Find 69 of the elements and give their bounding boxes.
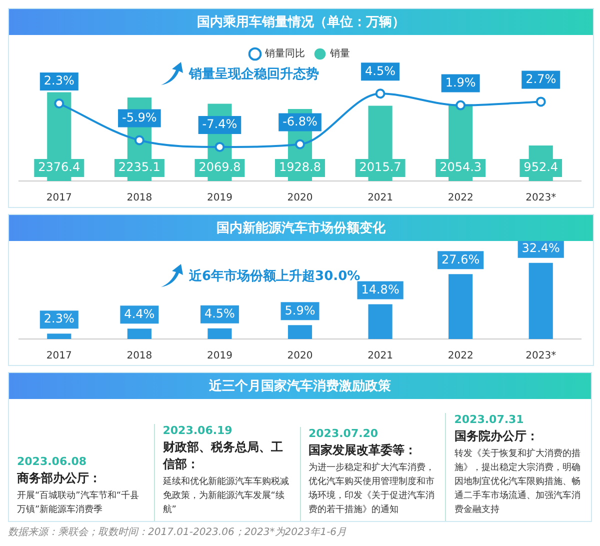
data-label: 32.4% <box>522 240 560 255</box>
x-tick-label: 2021 <box>368 192 394 204</box>
data-label: 14.8% <box>361 282 400 296</box>
x-tick-label: 2020 <box>287 192 313 204</box>
data-label: 952.4 <box>524 160 558 174</box>
data-label: 4.5% <box>204 306 235 321</box>
data-label: -6.8% <box>282 114 318 128</box>
data-label: 2069.8 <box>198 160 241 174</box>
legend-label: 销量 <box>329 48 350 60</box>
point <box>536 96 546 107</box>
data-label: 1928.8 <box>279 160 321 174</box>
bar <box>528 262 553 339</box>
data-label: 2.3% <box>44 312 74 326</box>
point <box>295 139 305 150</box>
text: 2023.07.20 <box>308 427 380 440</box>
x-tick-label: 2021 <box>368 350 394 362</box>
data-label: 5.9% <box>284 303 316 318</box>
text: 财政部、税务总局、工信部： <box>162 439 284 473</box>
data-label: 2.3% <box>44 74 74 88</box>
text: 国务院办公厅： <box>454 428 540 445</box>
data-label: 4.5% <box>365 64 396 78</box>
x-tick-label: 2020 <box>287 350 313 362</box>
x-tick-label: 2018 <box>126 350 152 362</box>
point <box>214 142 225 152</box>
x-tick-label: 2022 <box>448 350 474 362</box>
x-tick-label: 2017 <box>46 192 72 204</box>
x-tick-label: 2022 <box>448 192 474 204</box>
annotation: 近6年市场份额上升超30.0% <box>189 268 360 285</box>
text: 2023.06.08 <box>17 455 88 468</box>
data-label: 2.7% <box>526 72 556 86</box>
data-label: 2235.1 <box>118 160 160 174</box>
bar <box>47 334 72 339</box>
x-tick-label: 2018 <box>126 192 152 204</box>
chart-title: 国内乘用车销量情况（单位：万辆） <box>9 9 593 35</box>
text: 2023.06.19 <box>162 424 234 437</box>
point <box>54 98 64 108</box>
x-tick-label: 2023* <box>526 350 556 362</box>
data-label: 2376.4 <box>38 160 80 174</box>
text: 转发《关于恢复和扩大消费的措施》，提出稳定大宗消费，明确因地制宜优化汽车限购措施、畅通二手车市场流通、加强汽车消费金融支持 <box>454 448 582 517</box>
point <box>375 88 386 99</box>
source-note: 数据来源：乘联会；取数时间：2017.01-2023.06；2023*为2023年1-6月 <box>8 526 348 539</box>
x-tick-label: 2019 <box>206 192 232 204</box>
bar <box>127 328 152 339</box>
x-tick-label: 2019 <box>206 350 232 362</box>
chart-title: 国内新能源汽车市场份额变化 <box>9 215 593 241</box>
data-label: 2054.3 <box>440 160 482 174</box>
text: 销量呈现企稳回升态势 <box>189 66 319 83</box>
text: 延续和优化新能源汽车车购税减免政策，为新能源汽车发展“续航” <box>162 476 290 517</box>
data-label: -7.4% <box>202 117 238 132</box>
text: 国家发展改革委等： <box>308 442 418 459</box>
x-tick-label: 2017 <box>46 350 72 362</box>
text: 为进一步稳定和扩大汽车消费，优化汽车购买使用管理制度和市场环境，印发《关于促进汽车消费的若干措施》的通知 <box>308 462 436 517</box>
text: 2023.07.31 <box>454 413 525 426</box>
bar <box>208 328 232 339</box>
data-label: 1.9% <box>445 75 476 90</box>
data-label: 4.4% <box>124 306 155 321</box>
bar <box>448 274 473 339</box>
text: 商务部办公厅： <box>17 470 102 487</box>
text: 开展“百城联动”汽车节和“千县万镇”新能源车消费季 <box>17 490 140 517</box>
point <box>134 135 144 146</box>
point <box>456 100 466 110</box>
bar <box>368 304 392 339</box>
data-label: 2015.7 <box>359 160 402 174</box>
data-label: -5.9% <box>122 110 157 124</box>
x-tick-label: 2023* <box>526 192 556 204</box>
data-label: 27.6% <box>442 252 480 266</box>
text: 近三个月国家汽车消费激励政策 <box>9 373 591 399</box>
bar <box>288 325 312 339</box>
legend-label: 销量同比 <box>264 48 305 60</box>
